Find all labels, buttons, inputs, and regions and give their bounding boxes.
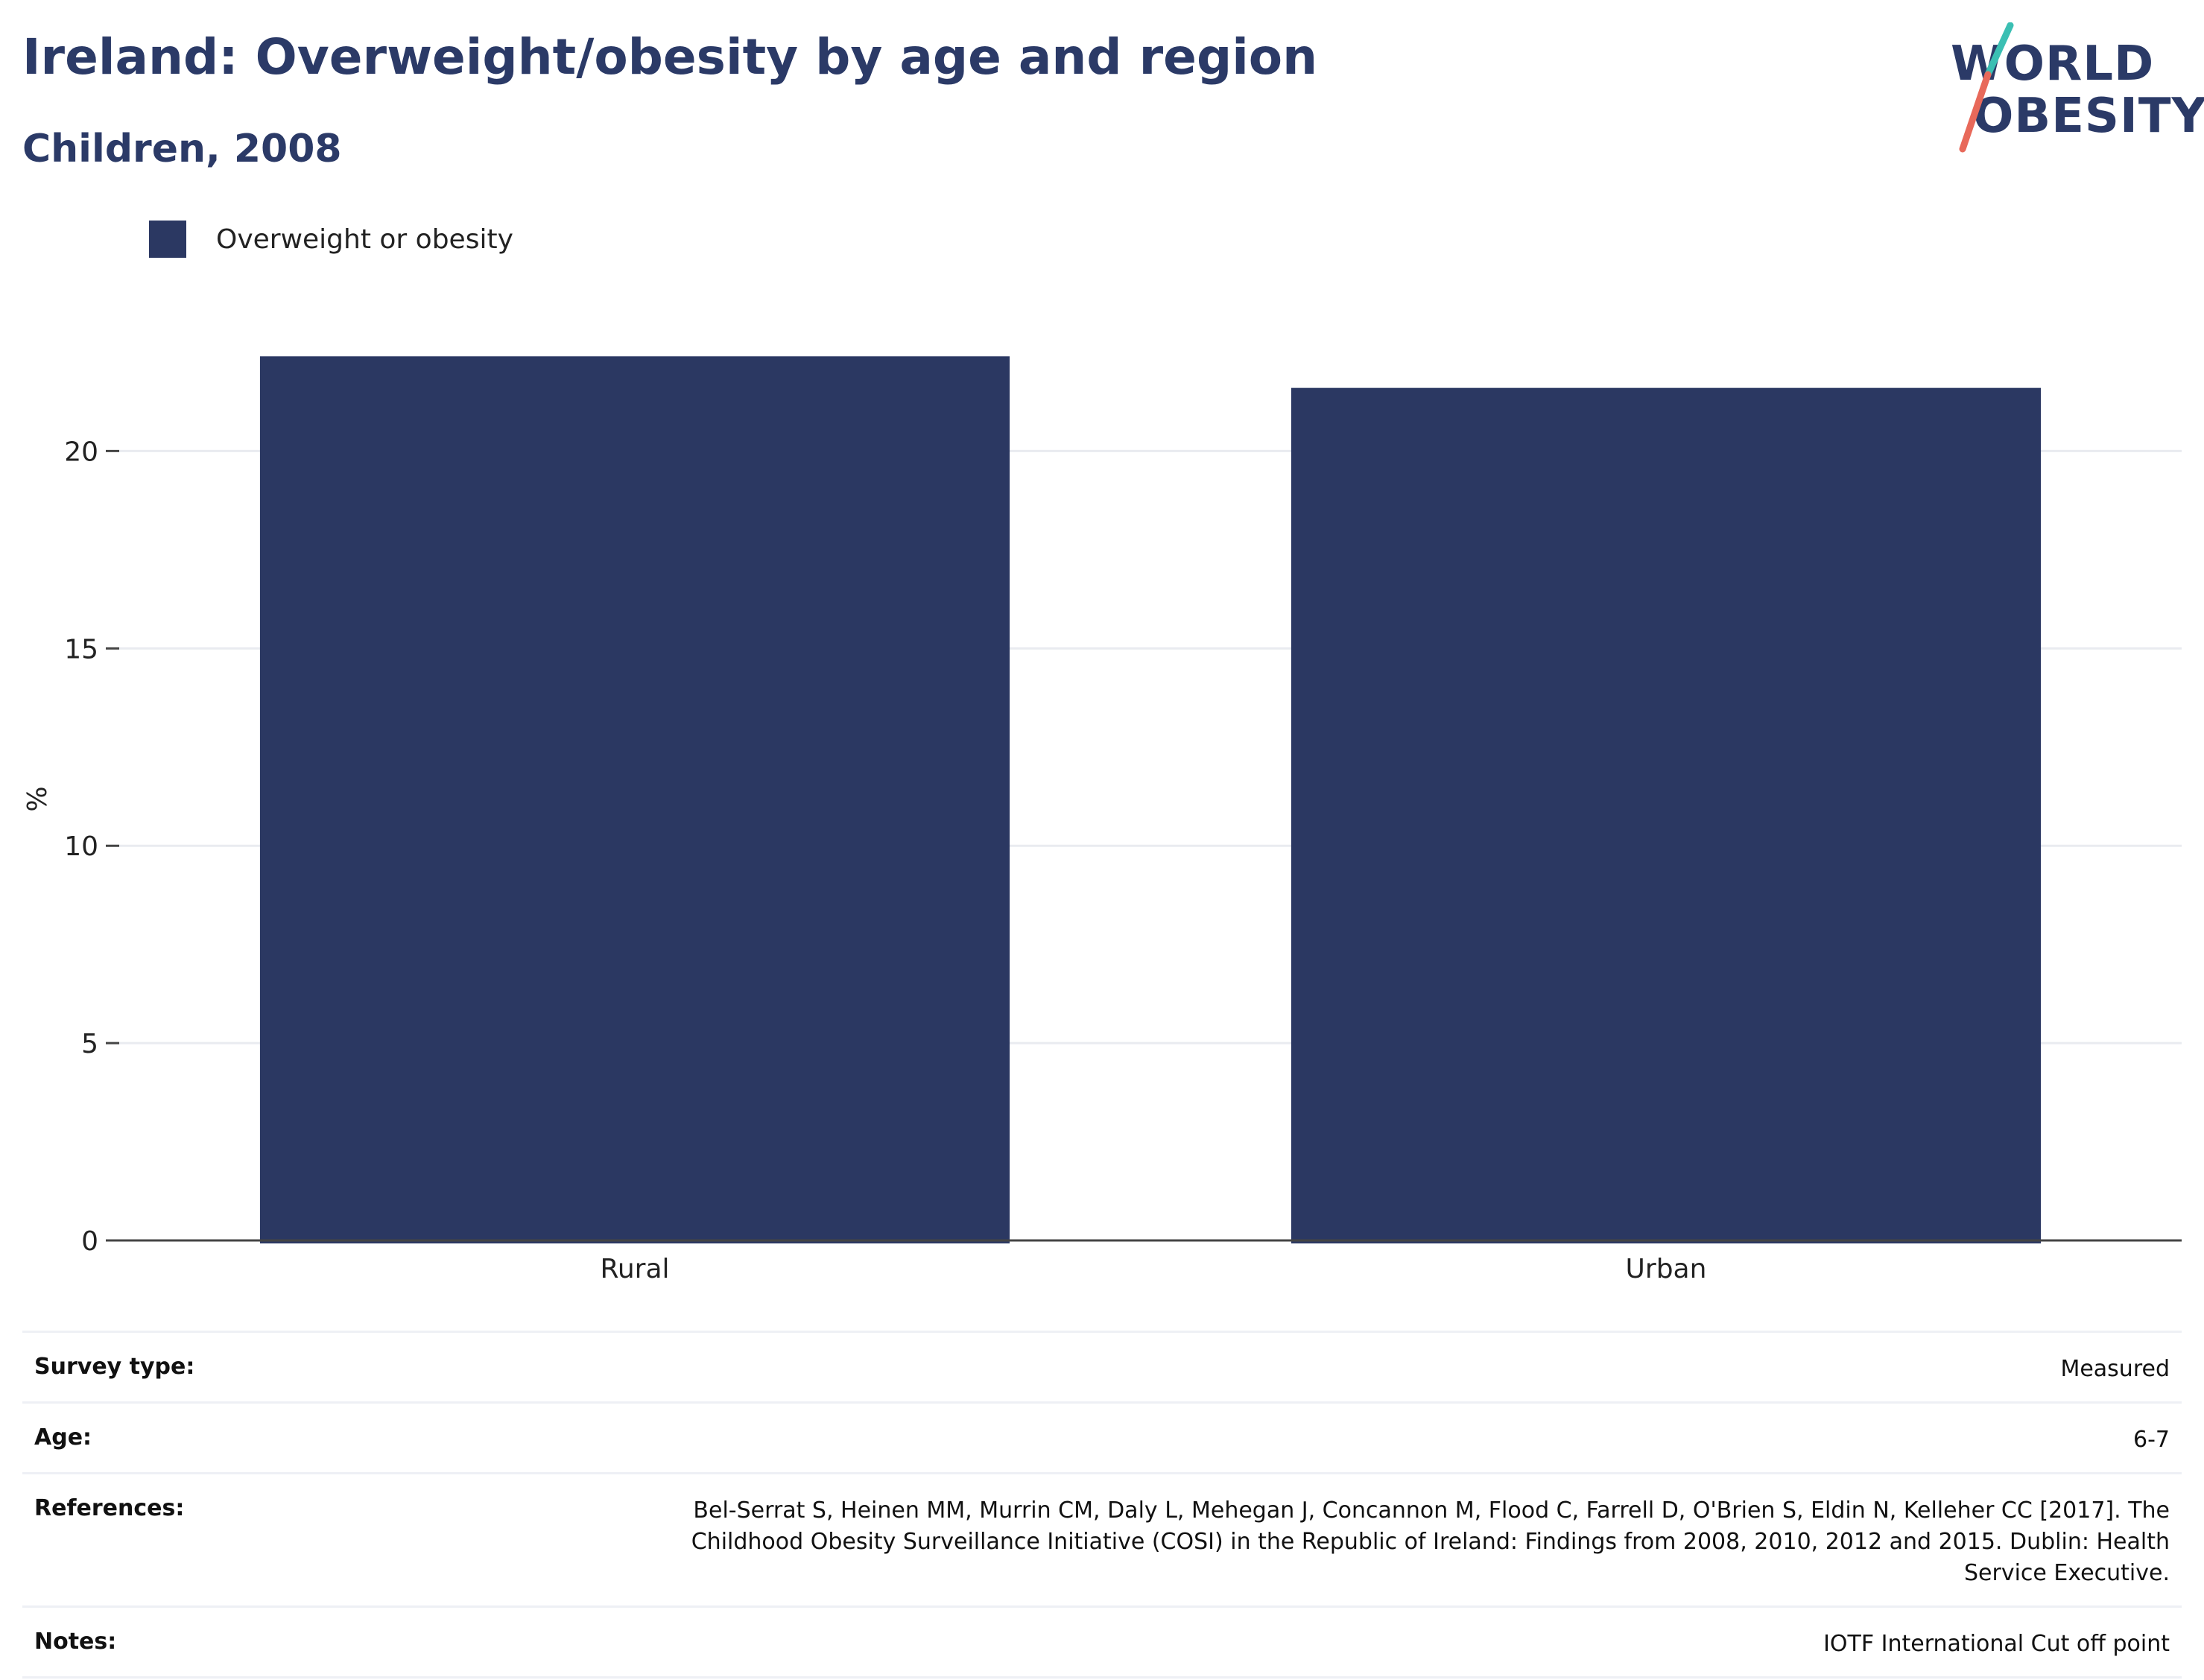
- y-tick-label: 20: [64, 437, 98, 467]
- chart-subtitle: Children, 2008: [22, 127, 342, 171]
- legend-swatch: [149, 221, 186, 258]
- notes-label: Notes:: [34, 1629, 117, 1655]
- bar-urban: [1291, 387, 2042, 1243]
- chart-title: Ireland: Overweight/obesity by age and r…: [22, 28, 1318, 86]
- meta-row-survey-type: Survey type: Measured: [22, 1333, 2182, 1404]
- meta-row-references: References: Bel-Serrat S, Heinen MM, Mur…: [22, 1474, 2182, 1608]
- y-tick-label: 15: [64, 634, 98, 665]
- age-value: 6-7: [2133, 1427, 2170, 1453]
- axes: 0 5 10 15 20 Rural Urban%: [22, 437, 2182, 1284]
- metadata-table: Survey type: Measured Age: 6-7 Reference…: [22, 1331, 2182, 1679]
- references-label: References:: [34, 1495, 185, 1521]
- y-tick-label: 10: [64, 831, 98, 862]
- meta-row-age: Age: 6-7: [22, 1404, 2182, 1474]
- survey-type-value: Measured: [2060, 1356, 2170, 1382]
- y-axis-label: %: [22, 786, 53, 811]
- bar-chart: 0 5 10 15 20 Rural Urban%: [22, 356, 2182, 1284]
- bars: [259, 356, 2042, 1243]
- x-tick-label: Rural: [600, 1254, 669, 1284]
- bar-rural: [259, 356, 1010, 1243]
- legend-label: Overweight or obesity: [216, 224, 513, 255]
- x-tick-label: Urban: [1626, 1254, 1707, 1284]
- world-obesity-logo: WORLD OBESITY: [1937, 22, 2204, 156]
- logo-line2: OBESITY: [1973, 89, 2204, 144]
- references-value: Bel-Serrat S, Heinen MM, Murrin CM, Daly…: [691, 1497, 2170, 1586]
- y-tick-label: 5: [81, 1029, 98, 1059]
- y-tick-label: 0: [81, 1226, 98, 1257]
- chart-legend: Overweight or obesity: [149, 221, 513, 258]
- logo-slash-icon: [1959, 22, 2014, 153]
- survey-type-label: Survey type:: [34, 1354, 195, 1380]
- meta-row-notes: Notes: IOTF International Cut off point: [22, 1608, 2182, 1679]
- age-label: Age:: [34, 1424, 92, 1451]
- notes-value: IOTF International Cut off point: [1823, 1631, 2170, 1657]
